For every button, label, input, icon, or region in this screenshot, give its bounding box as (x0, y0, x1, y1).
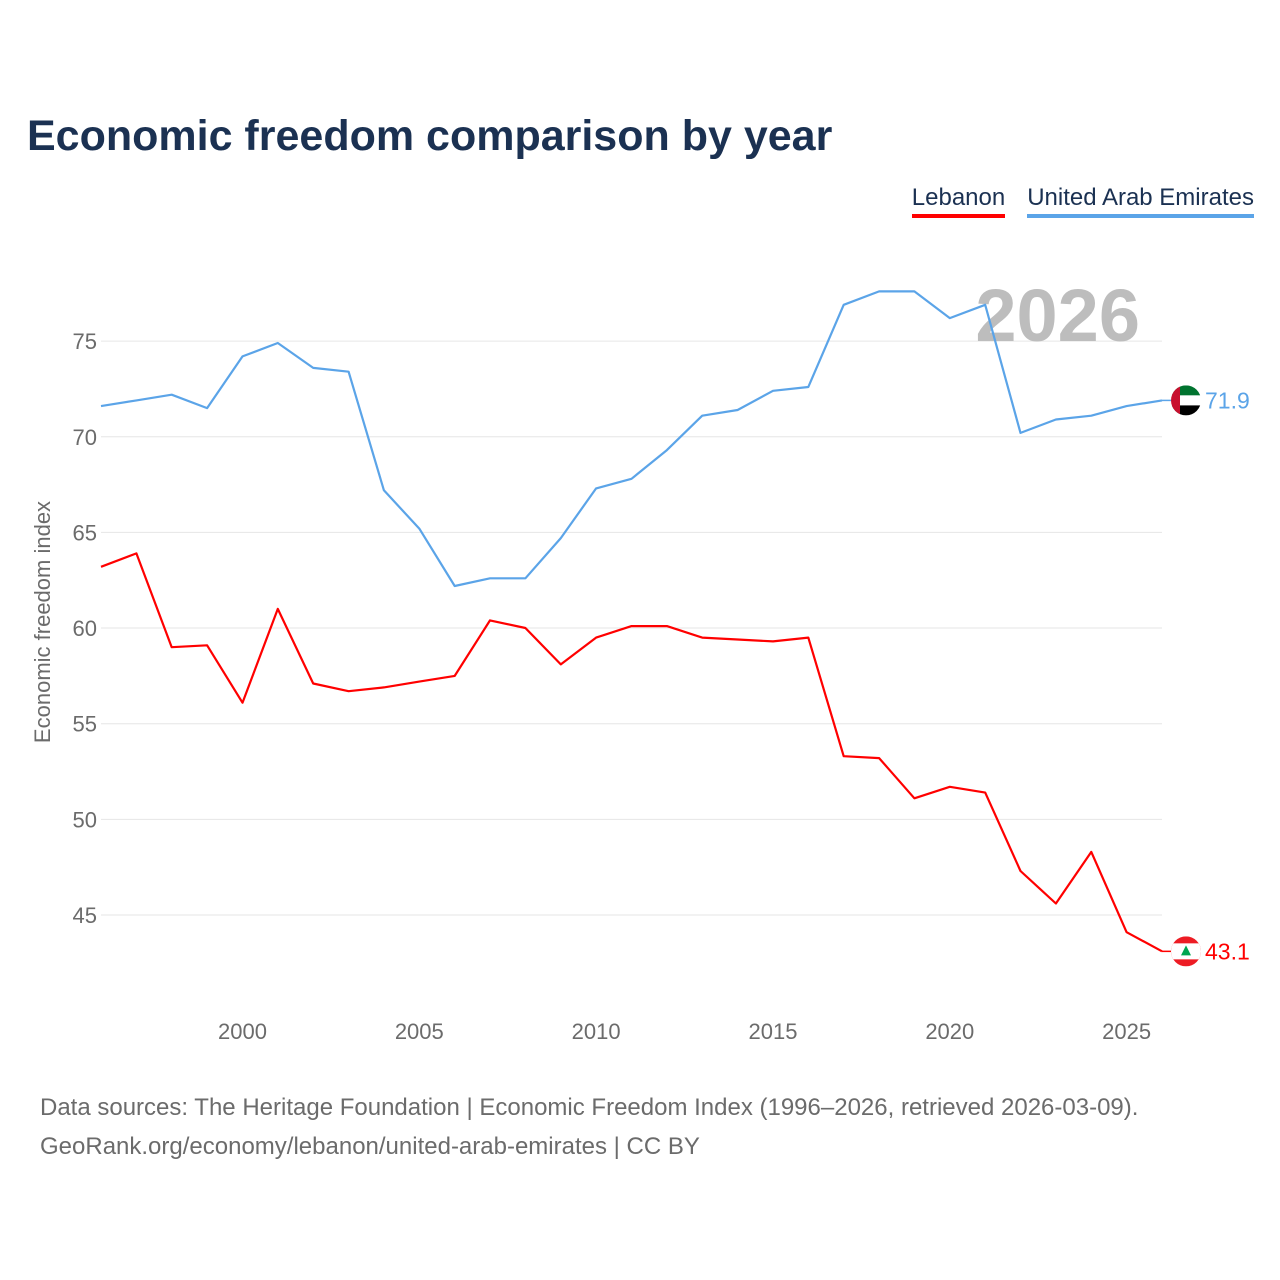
series-line-lebanon (100, 552, 1163, 953)
y-tick-label: 75 (73, 329, 97, 354)
x-tick-label: 2005 (395, 1019, 444, 1044)
legend: Lebanon United Arab Emirates (911, 184, 1254, 218)
flag-stripe (1171, 395, 1201, 406)
x-tick-label: 2000 (218, 1019, 267, 1044)
source-note: Data sources: The Heritage Foundation | … (40, 1088, 1138, 1166)
uae-flag-icon (1171, 385, 1201, 416)
series-line-uae (100, 290, 1163, 588)
year-watermark: 2026 (975, 274, 1140, 357)
flag-stripe (1171, 385, 1201, 396)
y-tick-label: 45 (73, 903, 97, 928)
y-tick-label: 60 (73, 616, 97, 641)
end-value-label: 71.9 (1205, 387, 1250, 413)
source-line-1: Data sources: The Heritage Foundation | … (40, 1094, 1139, 1121)
y-tick-label: 50 (73, 807, 97, 832)
source-line-2: GeoRank.org/economy/lebanon/united-arab-… (40, 1133, 700, 1160)
y-tick-label: 65 (73, 520, 97, 545)
end-value-label: 43.1 (1205, 938, 1250, 964)
legend-lebanon[interactable]: Lebanon (911, 184, 1006, 218)
y-tick-label: 55 (73, 712, 97, 737)
x-tick-label: 2020 (925, 1019, 974, 1044)
y-axis-label: Economic freedom index (30, 501, 55, 743)
legend-uae[interactable]: United Arab Emirates (1027, 184, 1254, 218)
x-tick-label: 2025 (1102, 1019, 1151, 1044)
chart-title: Economic freedom comparison by year (27, 112, 833, 160)
lebanon-flag-icon (1171, 936, 1201, 967)
cedar-icon (1181, 945, 1191, 956)
x-tick-label: 2015 (748, 1019, 797, 1044)
flag-stripe (1171, 405, 1201, 416)
y-tick-label: 70 (73, 425, 97, 450)
x-tick-label: 2010 (572, 1019, 621, 1044)
flag-stripe (1171, 385, 1180, 416)
